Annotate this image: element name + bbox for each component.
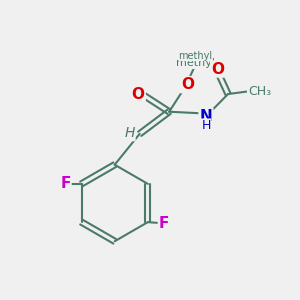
Text: methyl: methyl [176, 58, 215, 68]
Text: O: O [181, 77, 194, 92]
Text: F: F [159, 216, 169, 231]
Text: O: O [211, 61, 224, 76]
Text: methyl: methyl [178, 51, 213, 61]
Text: F: F [60, 176, 70, 191]
Text: N: N [200, 109, 212, 124]
Text: CH₃: CH₃ [248, 85, 271, 98]
Text: O: O [132, 87, 145, 102]
Text: H: H [201, 119, 211, 132]
Text: H: H [124, 126, 135, 140]
